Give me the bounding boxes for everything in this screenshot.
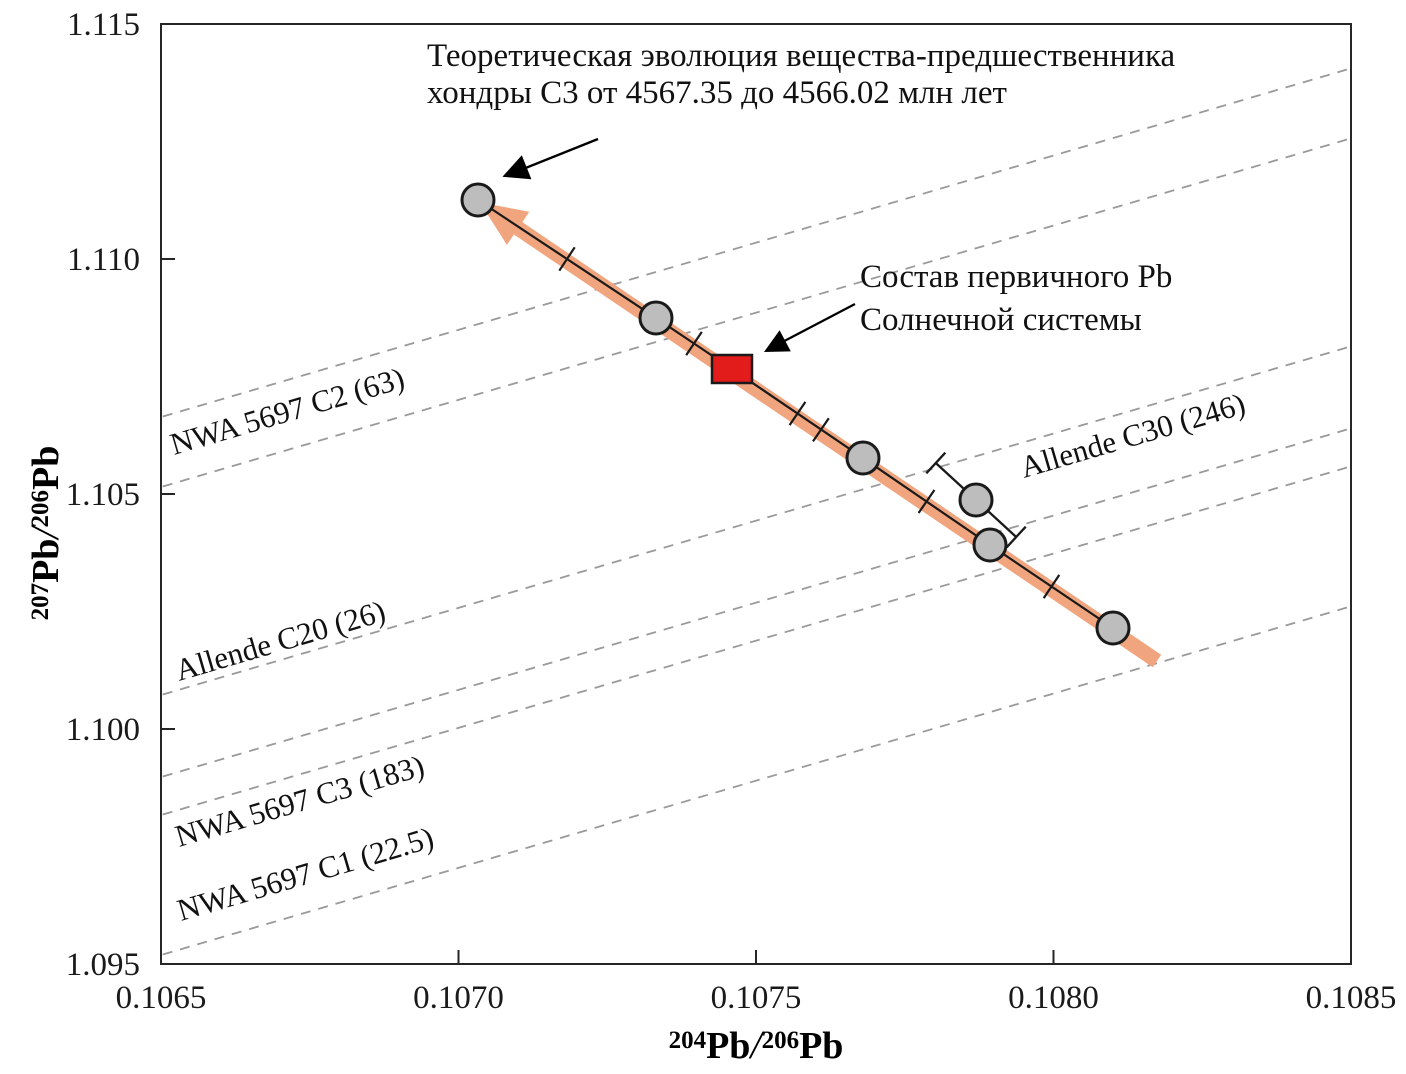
svg-text:Allende C30 (246): Allende C30 (246)	[1016, 386, 1249, 485]
svg-text:204Pb/206Pb: 204Pb/206Pb	[669, 1022, 844, 1067]
svg-text:207Pb/206Pb: 207Pb/206Pb	[22, 446, 67, 621]
svg-text:1.100: 1.100	[66, 712, 140, 748]
svg-text:1.105: 1.105	[66, 477, 140, 513]
svg-text:Теоретическая эволюция веществ: Теоретическая эволюция вещества-предшест…	[427, 38, 1175, 74]
svg-text:1.110: 1.110	[67, 242, 140, 278]
svg-text:0.1085: 0.1085	[1306, 980, 1397, 1016]
svg-text:0.1065: 0.1065	[116, 980, 207, 1016]
svg-text:хондры С3 от 4567.35 до 4566.0: хондры С3 от 4567.35 до 4566.02 млн лет	[427, 75, 1007, 111]
svg-text:0.1070: 0.1070	[413, 980, 504, 1016]
svg-text:Состав первичного Pb: Состав первичного Pb	[860, 259, 1172, 295]
svg-text:1.095: 1.095	[66, 947, 140, 983]
svg-text:Allende C20 (26): Allende C20 (26)	[171, 593, 389, 687]
svg-text:0.1075: 0.1075	[711, 980, 802, 1016]
svg-text:1.115: 1.115	[67, 7, 140, 43]
svg-text:0.1080: 0.1080	[1008, 980, 1099, 1016]
svg-text:NWA 5697 C2 (63): NWA 5697 C2 (63)	[166, 360, 408, 462]
svg-text:Солнечной системы: Солнечной системы	[860, 302, 1142, 338]
